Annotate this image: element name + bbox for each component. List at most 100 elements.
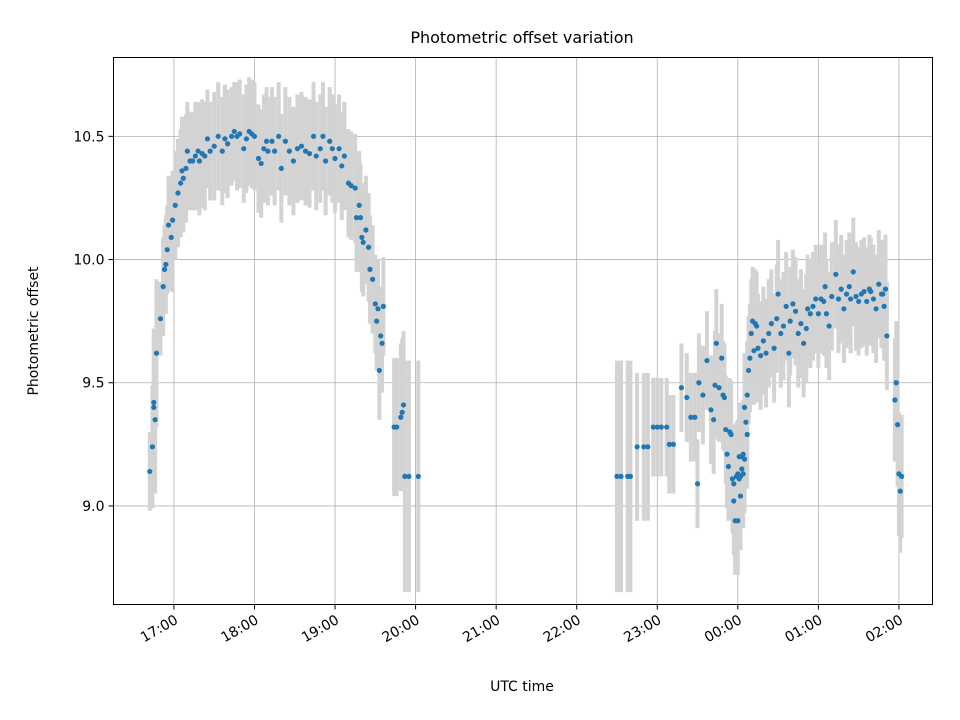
- data-point: [790, 301, 796, 307]
- data-point: [737, 493, 744, 499]
- y-axis-label: Photometric offset: [26, 266, 42, 396]
- data-point: [692, 414, 698, 420]
- data-point: [893, 380, 899, 386]
- data-point: [286, 148, 292, 154]
- data-point: [380, 303, 386, 309]
- x-tick-label: 00:00: [702, 612, 745, 646]
- data-point: [712, 382, 718, 388]
- x-tick-label: 23:00: [621, 612, 664, 646]
- data-point: [406, 473, 412, 479]
- data-point: [372, 301, 378, 307]
- data-point: [294, 146, 301, 152]
- data-point: [884, 333, 890, 339]
- data-point: [278, 165, 284, 171]
- data-point: [708, 407, 714, 413]
- data-point: [846, 284, 852, 290]
- errorbars: [147, 77, 904, 593]
- data-point: [327, 138, 333, 144]
- data-point: [650, 424, 656, 430]
- data-point: [258, 160, 264, 167]
- data-point: [320, 133, 326, 139]
- data-point: [751, 348, 757, 354]
- data-point: [282, 138, 288, 144]
- data-point: [263, 138, 270, 144]
- data-point: [688, 414, 694, 420]
- data-point: [290, 158, 297, 164]
- data-point: [357, 215, 364, 221]
- data-point: [768, 321, 774, 327]
- data-point: [310, 133, 317, 139]
- data-point: [861, 288, 867, 295]
- data-point: [241, 146, 247, 152]
- data-point: [353, 215, 360, 221]
- data-point: [207, 148, 213, 154]
- data-point: [899, 473, 905, 479]
- x-tick-label: 17:00: [138, 612, 181, 646]
- data-point: [775, 291, 781, 297]
- data-point: [805, 306, 811, 312]
- data-point: [215, 133, 221, 139]
- data-point: [670, 441, 676, 447]
- data-point: [378, 333, 384, 339]
- data-point: [352, 185, 358, 191]
- data-point: [163, 261, 169, 268]
- data-point: [716, 385, 722, 391]
- data-point: [175, 190, 181, 196]
- data-point: [678, 385, 685, 391]
- data-point: [184, 148, 190, 154]
- data-point: [336, 146, 342, 152]
- data-point: [265, 148, 271, 154]
- data-point: [356, 202, 362, 208]
- data-point: [276, 133, 282, 139]
- data-point: [147, 468, 153, 475]
- data-point: [225, 141, 231, 147]
- data-point: [744, 431, 750, 438]
- data-point: [803, 325, 809, 332]
- data-point: [237, 131, 243, 137]
- data-point: [618, 473, 624, 479]
- data-point: [654, 424, 660, 430]
- data-point: [694, 481, 701, 487]
- data-point: [402, 473, 408, 479]
- data-point: [760, 338, 766, 344]
- data-point: [700, 392, 706, 398]
- data-point: [298, 143, 305, 149]
- data-point: [739, 466, 745, 472]
- data-point: [758, 353, 764, 359]
- data-point: [704, 357, 710, 364]
- y-tick-label: 9.5: [82, 376, 104, 392]
- data-point: [766, 330, 772, 337]
- data-point: [823, 311, 830, 317]
- data-point: [415, 473, 421, 479]
- data-point: [833, 271, 839, 277]
- data-point: [792, 308, 799, 314]
- data-point: [848, 296, 854, 302]
- data-point: [323, 158, 329, 164]
- data-point: [375, 306, 381, 312]
- data-point: [255, 155, 262, 162]
- data-point: [179, 168, 185, 174]
- data-point: [394, 424, 400, 430]
- data-point: [192, 153, 198, 159]
- data-point: [864, 298, 870, 305]
- data-point: [798, 321, 804, 327]
- data-point: [183, 165, 189, 171]
- x-tick-label: 20:00: [380, 612, 423, 646]
- data-point: [399, 409, 405, 415]
- x-axis-label: UTC time: [490, 679, 554, 695]
- data-point: [195, 148, 201, 154]
- data-point: [843, 291, 850, 297]
- data-point: [748, 330, 754, 337]
- y-tick-label: 10.5: [73, 129, 104, 145]
- data-point: [841, 306, 847, 312]
- x-tick-label: 22:00: [541, 612, 584, 646]
- data-point: [771, 345, 777, 351]
- data-point: [359, 234, 365, 240]
- y-tick-label: 10.0: [73, 253, 104, 269]
- data-point: [745, 367, 752, 374]
- data-point: [641, 444, 647, 450]
- data-point: [815, 311, 821, 317]
- y-tick-label: 9.0: [82, 499, 104, 515]
- data-point: [202, 153, 208, 159]
